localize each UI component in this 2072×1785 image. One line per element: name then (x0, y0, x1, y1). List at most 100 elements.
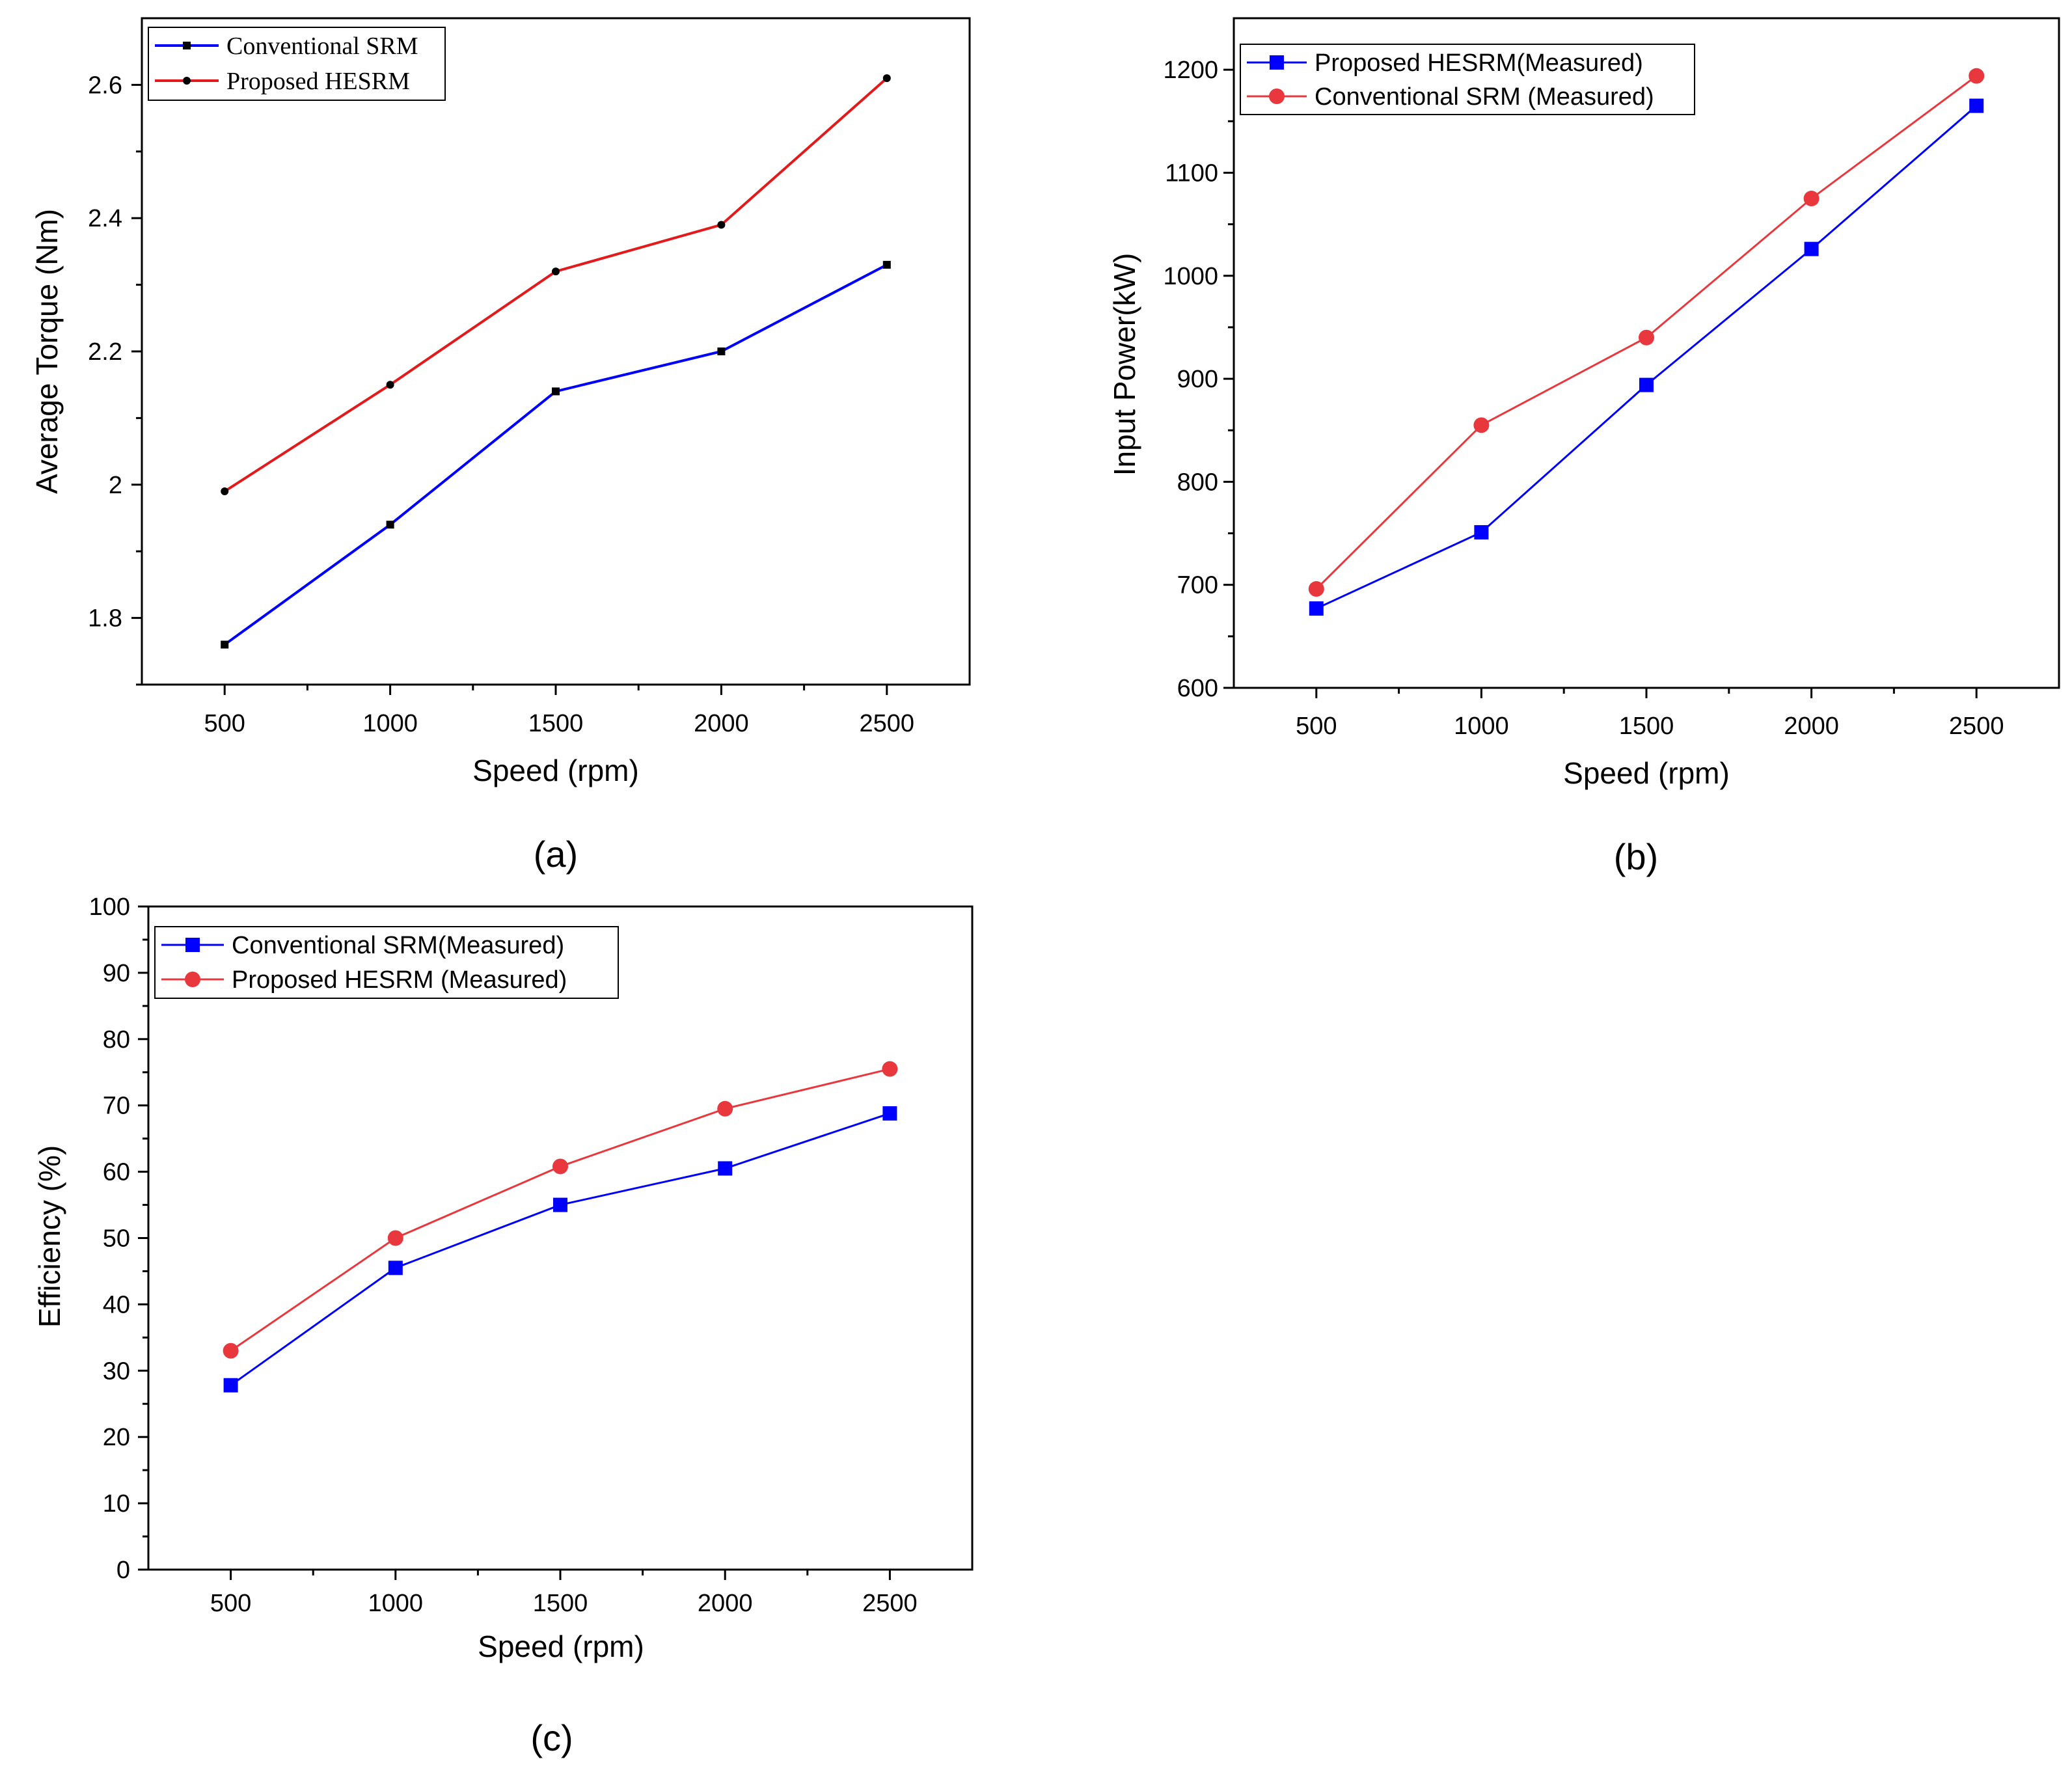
x-tick-label: 2500 (1949, 713, 2004, 740)
data-point (185, 938, 200, 952)
data-point (552, 267, 560, 276)
x-axis: 500 1000 1500 2000 2500 (1296, 688, 2004, 740)
y-axis: 0 10 20 30 40 50 60 70 80 90 100 (89, 893, 148, 1584)
x-axis: 500 1000 1500 2000 2500 (204, 685, 914, 737)
y-tick-label: 20 (103, 1424, 130, 1451)
data-point (882, 1061, 898, 1077)
panel-label: (b) (1614, 836, 1658, 877)
data-point (1309, 601, 1324, 616)
data-point (185, 972, 200, 987)
y-tick-label: 600 (1177, 675, 1218, 702)
chart-panel-c: 0 10 20 30 40 50 60 70 80 90 100 500 1000 1500 2000 250… (33, 893, 974, 1758)
data-point (221, 487, 229, 496)
y-tick-label: 2.4 (88, 205, 122, 232)
y-tick-label: 70 (103, 1093, 130, 1120)
plot-frame (1233, 17, 2060, 689)
y-axis-label: Average Torque (Nm) (30, 209, 64, 494)
data-point (386, 521, 394, 529)
legend-box (148, 27, 446, 101)
legend-label: Conventional SRM (226, 33, 418, 60)
chart-panel-b: 600 700 800 900 1000 1100 1200 500 1000 1500 2000 2… (1108, 17, 2060, 877)
y-tick-label: 0 (116, 1557, 130, 1584)
x-tick-label: 1000 (362, 710, 418, 737)
y-tick-label: 1.8 (88, 605, 122, 633)
y-axis-label: Input Power(kW) (1108, 253, 1141, 476)
legend-label: Conventional SRM(Measured) (232, 932, 564, 959)
legend-box (154, 926, 619, 999)
data-point (552, 1158, 568, 1175)
y-tick-label: 60 (103, 1159, 130, 1186)
data-point (882, 74, 891, 83)
series-line (224, 264, 888, 646)
y-tick-label: 800 (1177, 469, 1218, 496)
x-tick-label: 1000 (368, 1590, 424, 1617)
data-point (1803, 191, 1820, 207)
data-point (717, 1100, 733, 1117)
data-point (1804, 241, 1819, 256)
data-point (386, 381, 394, 389)
data-point (1308, 581, 1324, 597)
y-axis-label: Efficiency (%) (33, 1145, 66, 1328)
data-point (1639, 377, 1654, 392)
y-tick-label: 40 (103, 1291, 130, 1318)
series-2 (1308, 68, 1985, 597)
data-point (1639, 329, 1654, 346)
data-point (1473, 417, 1490, 433)
y-tick-label: 50 (103, 1225, 130, 1253)
x-tick-label: 2000 (694, 710, 749, 737)
y-tick-label: 1200 (1163, 57, 1218, 84)
y-tick-label: 700 (1177, 572, 1218, 599)
legend: Conventional SRM(Measured) Proposed HESRM… (154, 926, 619, 999)
x-tick-label: 500 (1296, 713, 1337, 740)
data-point (221, 640, 229, 649)
y-tick-label: 80 (103, 1026, 130, 1054)
series-line (230, 1112, 890, 1386)
legend-label: Conventional SRM (Measured) (1315, 83, 1654, 111)
data-point (1269, 89, 1285, 104)
data-point (387, 1230, 403, 1246)
legend: Proposed HESRM(Measured) Conventional SRM… (1240, 44, 1695, 115)
data-point (1474, 525, 1489, 539)
x-tick-label: 500 (210, 1590, 251, 1617)
x-axis: 500 1000 1500 2000 2500 (210, 1570, 918, 1617)
y-axis: 1.8 2 2.2 2.4 2.6 (88, 72, 142, 686)
y-tick-label: 30 (103, 1357, 130, 1385)
series-2 (221, 74, 891, 496)
series-1 (1309, 98, 1984, 616)
chart-panel-a: 1.8 2 2.2 2.4 2.6 500 1000 1500 2000 2500 Speed (r… (30, 17, 971, 875)
data-point (552, 387, 560, 396)
data-point (717, 347, 726, 355)
data-point (882, 1106, 897, 1121)
data-point (223, 1378, 238, 1393)
x-tick-label: 500 (204, 710, 245, 737)
y-tick-label: 2.2 (88, 338, 122, 366)
y-axis: 600 700 800 900 1000 1100 1200 (1163, 57, 1234, 702)
data-point (1270, 55, 1284, 70)
data-point (882, 260, 891, 269)
series-line (1316, 105, 1978, 610)
legend-label: Proposed HESRM(Measured) (1315, 49, 1643, 77)
y-tick-label: 100 (89, 893, 130, 921)
x-axis-label: Speed (rpm) (472, 754, 639, 787)
legend-box (1240, 44, 1695, 115)
data-point (183, 77, 191, 85)
y-tick-label: 90 (103, 960, 130, 987)
data-point (1969, 68, 1985, 84)
x-tick-label: 1000 (1454, 713, 1509, 740)
data-point (717, 221, 726, 229)
data-point (183, 42, 191, 49)
data-point (553, 1197, 567, 1212)
legend: Conventional SRM Proposed HESRM (148, 27, 446, 101)
x-axis-label: Speed (rpm) (1563, 756, 1730, 790)
x-axis-label: Speed (rpm) (478, 1629, 644, 1663)
data-point (718, 1161, 733, 1176)
x-tick-label: 2500 (860, 710, 915, 737)
y-tick-label: 900 (1177, 366, 1218, 393)
y-tick-label: 1000 (1163, 263, 1218, 290)
y-tick-label: 2 (109, 472, 122, 499)
x-tick-label: 2000 (1784, 713, 1839, 740)
data-point (223, 1342, 239, 1359)
series-1 (221, 260, 891, 649)
